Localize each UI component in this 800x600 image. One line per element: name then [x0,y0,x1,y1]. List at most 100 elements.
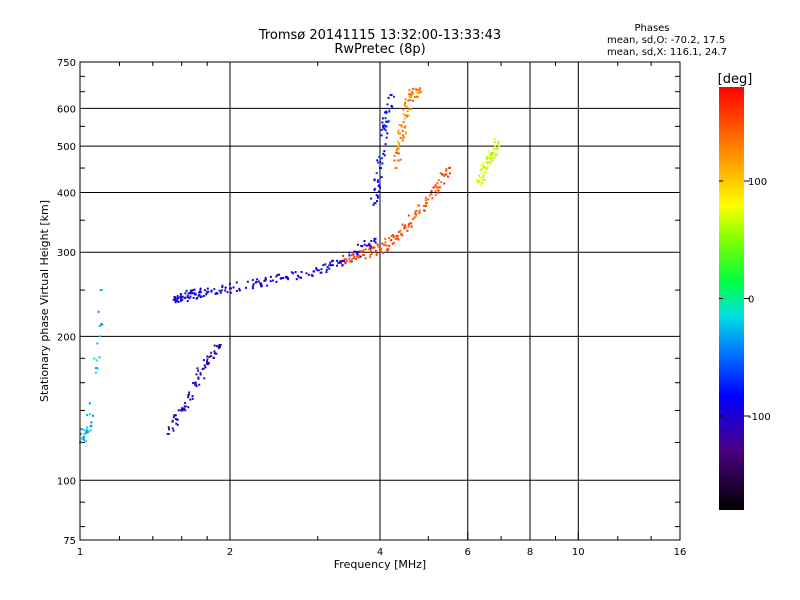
echo-point [86,426,89,429]
colorbar-tick-label: 100 [748,177,767,188]
echo-point [398,142,401,145]
echo-point [354,257,357,260]
echo-point [492,148,495,151]
echo-point [373,189,376,192]
echo-point [100,323,103,326]
echo-point [224,286,227,289]
echo-point [390,234,393,237]
echo-point [195,385,198,388]
echo-point [238,287,241,290]
echo-point [397,131,400,134]
echo-point [415,213,418,216]
echo-point [348,260,351,263]
echo-point [357,256,360,259]
echo-point [213,350,216,353]
echo-point [380,134,383,137]
echo-point [168,428,171,431]
echo-point [396,140,399,143]
echo-point [195,373,198,376]
echo-point [332,259,335,262]
echo-point [426,201,429,204]
echo-point [342,254,345,257]
echo-point [393,155,396,158]
echo-point [202,294,205,297]
echo-point [434,190,437,193]
echo-point [264,276,267,279]
echo-point [194,293,197,296]
echo-point [412,99,415,102]
echo-point [438,186,441,189]
echo-point [382,124,385,127]
echo-point [443,174,446,177]
echo-point [418,90,422,93]
echo-point [177,300,180,303]
echo-point [408,223,411,226]
echo-point [176,300,179,303]
echo-point [486,157,489,160]
echo-point [397,231,400,234]
echo-point [91,414,94,417]
echo-point [375,194,378,197]
echo-point [494,147,497,150]
echo-point [256,278,259,281]
echo-point [98,356,101,359]
echo-point [305,272,308,275]
echo-point [437,191,440,194]
echo-point [407,225,410,228]
echo-point [445,173,448,176]
echo-point [385,136,388,139]
echo-point [324,263,327,266]
echo-point [337,261,341,264]
echo-point [383,127,386,130]
echo-point [254,281,257,284]
echo-point [378,155,381,158]
echo-point [388,110,391,113]
echo-point [187,292,190,295]
echo-point [402,108,405,111]
echo-point [187,406,190,409]
echo-point [398,123,401,126]
colorbar [719,87,744,510]
colorbar-tick-label: -100 [748,412,771,423]
echo-point [197,377,200,380]
echo-point [496,147,499,150]
echo-point [478,174,481,177]
echo-point [496,152,499,155]
echo-point [486,156,489,159]
echo-point [412,217,415,220]
echo-point [174,417,177,420]
echo-point [181,407,184,410]
echo-point [192,382,195,385]
echo-point [401,234,404,237]
echo-point [370,239,373,242]
echo-point [99,289,103,292]
echo-point [475,178,478,181]
echo-point [212,356,215,359]
echo-point [395,234,398,237]
echo-point [188,391,191,394]
echo-point [489,154,492,157]
echo-point [275,275,278,278]
echo-point [206,363,210,366]
echo-point [177,409,180,412]
echo-point [387,120,390,123]
echo-point [187,396,190,399]
echo-point [397,238,400,241]
echo-point [399,158,402,161]
echo-point [447,175,450,178]
echo-point [198,294,201,297]
echo-point [404,98,407,101]
echo-point [390,104,393,107]
echo-point [400,232,403,235]
echo-point [263,279,266,282]
echo-point [88,402,91,405]
echo-point [384,143,387,146]
echo-point [399,137,403,140]
echo-point [479,169,482,172]
echo-point [315,267,318,270]
echo-point [199,296,202,299]
echo-point [205,293,208,296]
echo-point [282,276,285,279]
echo-point [202,367,205,370]
